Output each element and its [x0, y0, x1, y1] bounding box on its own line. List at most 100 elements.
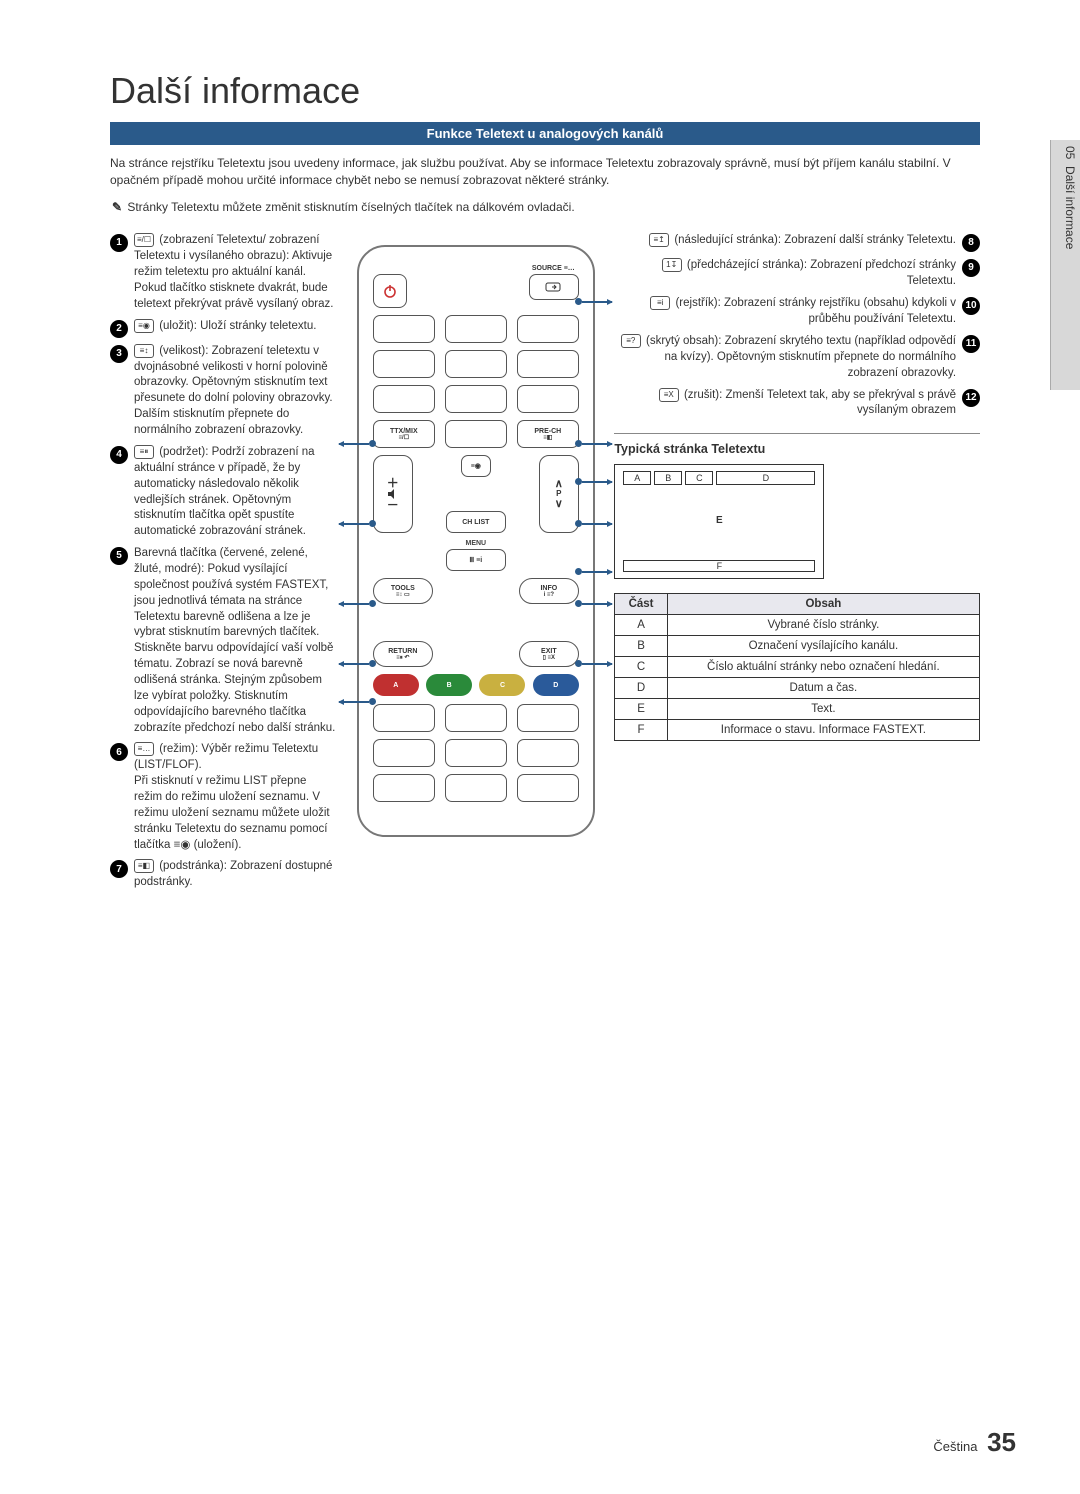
key-symbol: ≡…: [134, 742, 154, 756]
parts-head-content: Obsah: [667, 594, 979, 615]
extra-9[interactable]: [517, 774, 579, 802]
ttx-region-f: F: [623, 560, 815, 572]
callout-text: ≡◉ (uložit): Uloží stránky teletextu.: [134, 319, 316, 335]
lead-4: [339, 663, 369, 665]
content-cell: Datum a čas.: [667, 678, 979, 699]
info-button[interactable]: INFOi ≡?: [519, 578, 579, 604]
menu-button[interactable]: Ⅲ ≡i: [446, 549, 506, 571]
teletext-layout-title: Typická stránka Teletextu: [614, 433, 980, 456]
callout-8: 8≡↥ (následující stránka): Zobrazení dal…: [614, 233, 980, 252]
part-cell: A: [615, 615, 667, 636]
callout-11: 11≡? (skrytý obsah): Zobrazení skrytého …: [614, 334, 980, 382]
num-3[interactable]: [517, 315, 579, 343]
return-button[interactable]: RETURN≡⏸ ↶: [373, 641, 433, 667]
tools-button[interactable]: TOOLS≡↕ ▭: [373, 578, 433, 604]
callout-num: 2: [110, 320, 128, 338]
intro-paragraph: Na stránce rejstříku Teletextu jsou uved…: [110, 155, 980, 189]
mute-button[interactable]: ≡◉: [461, 455, 491, 477]
volume-rocker[interactable]: ＋ －: [373, 455, 413, 533]
num-1[interactable]: [373, 315, 435, 343]
extra-row-2: [373, 739, 579, 767]
table-row: EText.: [615, 699, 980, 720]
extra-6[interactable]: [517, 739, 579, 767]
extra-2[interactable]: [445, 704, 507, 732]
exit-button[interactable]: EXIT▯ ≡X: [519, 641, 579, 667]
callout-text: ≡i (rejstřík): Zobrazení stránky rejstří…: [614, 296, 956, 328]
source-button[interactable]: [529, 274, 579, 300]
yellow-button[interactable]: C: [479, 674, 525, 696]
extra-7[interactable]: [373, 774, 435, 802]
lead-5: [339, 701, 369, 703]
callout-5: 5Barevná tlačítka (červené, zelené, žlut…: [110, 546, 337, 736]
num-5[interactable]: [445, 350, 507, 378]
callout-7: 7 ≡◧ (podstránka): Zobrazení dostupné pod…: [110, 859, 337, 891]
extra-1[interactable]: [373, 704, 435, 732]
callout-12: 12≡X (zrušit): Zmenší Teletext tak, aby …: [614, 388, 980, 420]
callout-num: 6: [110, 743, 128, 761]
ttxmix-button[interactable]: TTX/MIX≡/☐: [373, 420, 435, 448]
num-4[interactable]: [373, 350, 435, 378]
numpad-row-3: [373, 385, 579, 413]
callout-num: 9: [962, 259, 980, 277]
numpad-row-1: [373, 315, 579, 343]
green-button[interactable]: B: [426, 674, 472, 696]
num-9[interactable]: [517, 385, 579, 413]
num-0[interactable]: [445, 420, 507, 448]
note-line: ✎ Stránky Teletextu můžete změnit stiskn…: [110, 199, 980, 216]
lead-2: [339, 523, 369, 525]
page-footer: Čeština 35: [933, 1427, 1016, 1458]
num-8[interactable]: [445, 385, 507, 413]
callout-text: ≡? (skrytý obsah): Zobrazení skrytého te…: [614, 334, 956, 382]
extra-row-3: [373, 774, 579, 802]
blue-button[interactable]: D: [533, 674, 579, 696]
table-row: AVybrané číslo stránky.: [615, 615, 980, 636]
extra-4[interactable]: [373, 739, 435, 767]
key-symbol: ≡◧: [134, 859, 154, 873]
ttx-region-b: B: [654, 471, 682, 485]
callout-text: 1↧ (předcházející stránka): Zobrazení př…: [614, 258, 956, 290]
num-7[interactable]: [373, 385, 435, 413]
chapter-side-label: 05 Další informace: [1058, 140, 1080, 320]
extra-8[interactable]: [445, 774, 507, 802]
extra-row-1: [373, 704, 579, 732]
main-columns: 1≡/☐ (zobrazení Teletextu/ zobrazení Tel…: [110, 233, 980, 897]
ttx-region-a: A: [623, 471, 651, 485]
tools-info-row: TOOLS≡↕ ▭ INFOi ≡?: [373, 578, 579, 604]
callout-text: ≡◧ (podstránka): Zobrazení dostupné pods…: [134, 859, 337, 891]
content-cell: Označení vysílajícího kanálu.: [667, 636, 979, 657]
callout-text: ≡⏸ (podržet): Podrží zobrazení na aktuál…: [134, 445, 337, 540]
extra-5[interactable]: [445, 739, 507, 767]
remote-control: SOURCE ≡…: [357, 245, 595, 837]
callout-num: 5: [110, 547, 128, 565]
callout-num: 1: [110, 234, 128, 252]
red-button[interactable]: A: [373, 674, 419, 696]
parts-head-part: Část: [615, 594, 667, 615]
chlist-button[interactable]: CH LIST: [446, 511, 506, 533]
ttx-row: TTX/MIX≡/☐ PRE-CH≡◧: [373, 420, 579, 448]
callout-num: 3: [110, 345, 128, 363]
callout-6: 6≡… (režim): Výběr režimu Teletextu (LIS…: [110, 742, 337, 853]
menu-row: Ⅲ ≡i: [373, 549, 579, 571]
note-text: Stránky Teletextu můžete změnit stisknut…: [127, 200, 574, 214]
callout-num: 7: [110, 860, 128, 878]
callout-3: 3≡↕ (velikost): Zobrazení teletextu v dv…: [110, 344, 337, 439]
lead-10: [582, 571, 612, 573]
num-2[interactable]: [445, 315, 507, 343]
numpad-row-2: [373, 350, 579, 378]
lead-12: [582, 663, 612, 665]
ttx-region-d: D: [716, 471, 815, 485]
power-button[interactable]: [373, 274, 407, 308]
callout-num: 4: [110, 446, 128, 464]
key-symbol: 1↧: [662, 258, 682, 272]
menu-label: MENU: [373, 540, 579, 547]
table-row: BOznačení vysílajícího kanálu.: [615, 636, 980, 657]
content-cell: Číslo aktuální stránky nebo označení hle…: [667, 657, 979, 678]
channel-rocker[interactable]: ∧ P ∨: [539, 455, 579, 533]
extra-3[interactable]: [517, 704, 579, 732]
key-symbol: ≡↕: [134, 344, 154, 358]
prech-button[interactable]: PRE-CH≡◧: [517, 420, 579, 448]
content-cell: Vybrané číslo stránky.: [667, 615, 979, 636]
num-6[interactable]: [517, 350, 579, 378]
left-column: 1≡/☐ (zobrazení Teletextu/ zobrazení Tel…: [110, 233, 337, 897]
key-symbol: ≡/☐: [134, 233, 154, 247]
